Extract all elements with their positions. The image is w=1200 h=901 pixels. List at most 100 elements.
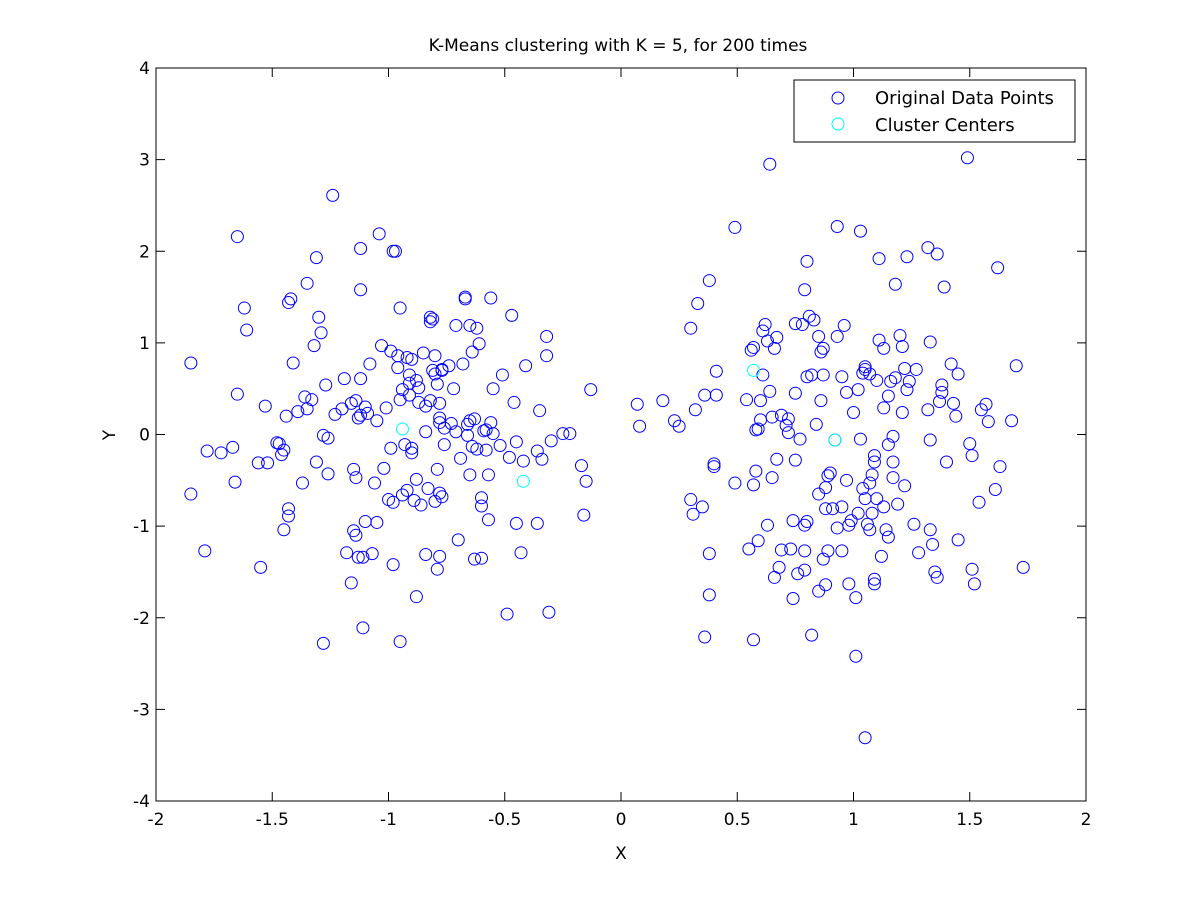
data-point (454, 451, 468, 465)
data-point (823, 466, 837, 480)
y-tick-label: 4 (139, 59, 150, 79)
data-point (309, 455, 323, 469)
data-point (465, 345, 479, 359)
y-axis-label: Y (100, 429, 120, 441)
data-point (809, 417, 823, 431)
data-point (428, 349, 442, 363)
x-tick-label: -1.5 (256, 810, 289, 830)
data-point (407, 493, 421, 507)
data-point (872, 252, 886, 266)
data-point (563, 427, 577, 441)
data-point (337, 372, 351, 386)
data-point (384, 344, 398, 358)
data-point (426, 363, 440, 377)
data-point (702, 274, 716, 288)
data-point (370, 414, 384, 428)
data-point (198, 544, 212, 558)
legend-marker-cluster-centers (831, 117, 845, 131)
data-point (261, 456, 275, 470)
data-point (391, 349, 405, 363)
data-point (851, 506, 865, 520)
data-point (481, 468, 495, 482)
data-point (888, 277, 902, 291)
data-point (354, 283, 368, 297)
data-point (923, 335, 937, 349)
data-point (468, 552, 482, 566)
data-point (321, 431, 335, 445)
data-point (879, 523, 893, 537)
data-point (742, 542, 756, 556)
data-point (807, 313, 821, 327)
data-point (774, 543, 788, 557)
data-point (819, 502, 833, 516)
y-tick-label: -2 (133, 609, 150, 629)
data-point (384, 441, 398, 455)
data-point (470, 321, 484, 335)
data-point (409, 472, 423, 486)
data-point (258, 399, 272, 413)
chart-title: K-Means clustering with K = 5, for 200 t… (429, 36, 808, 56)
data-point (214, 446, 228, 460)
data-point (277, 443, 291, 457)
data-point (830, 220, 844, 234)
data-point (393, 635, 407, 649)
data-point (930, 247, 944, 261)
data-point (349, 471, 363, 485)
data-point (937, 280, 951, 294)
data-point (505, 308, 519, 322)
x-tick-label: 2 (1081, 810, 1092, 830)
data-point (747, 340, 761, 354)
data-point (461, 428, 475, 442)
data-point (272, 437, 286, 451)
data-point (409, 590, 423, 604)
data-point (814, 345, 828, 359)
data-point (728, 220, 742, 234)
data-point (395, 488, 409, 502)
data-point (379, 401, 393, 415)
data-point (877, 500, 891, 514)
data-point (900, 250, 914, 264)
data-point (788, 317, 802, 331)
data-point (509, 516, 523, 530)
data-point (295, 476, 309, 490)
data-point (972, 495, 986, 509)
legend: Original Data Points Cluster Centers (793, 79, 1076, 143)
data-point (428, 367, 442, 381)
data-point (344, 576, 358, 590)
data-point (816, 341, 830, 355)
data-point (556, 427, 570, 441)
data-point (835, 544, 849, 558)
data-point (865, 468, 879, 482)
data-point (514, 546, 528, 560)
data-point (479, 423, 493, 437)
data-point (633, 419, 647, 433)
data-point (895, 406, 909, 420)
data-point (765, 410, 779, 424)
data-point (830, 329, 844, 343)
data-point (951, 367, 965, 381)
data-point (816, 368, 830, 382)
data-point (319, 378, 333, 392)
data-point (863, 523, 877, 537)
data-point (770, 330, 784, 344)
data-point (770, 452, 784, 466)
data-point (433, 549, 447, 563)
data-point (881, 530, 895, 544)
data-point (372, 227, 386, 241)
data-point (728, 476, 742, 490)
data-point (251, 456, 265, 470)
series-original-data-points (184, 151, 1030, 745)
data-point (814, 394, 828, 408)
data-point (254, 560, 268, 574)
data-point (826, 502, 840, 516)
data-point (282, 502, 296, 516)
data-point (898, 479, 912, 493)
data-point (802, 309, 816, 323)
data-point (740, 393, 754, 407)
data-point (472, 337, 486, 351)
data-point (405, 446, 419, 460)
data-point (442, 359, 456, 373)
data-point (584, 383, 598, 397)
data-point (430, 377, 444, 391)
